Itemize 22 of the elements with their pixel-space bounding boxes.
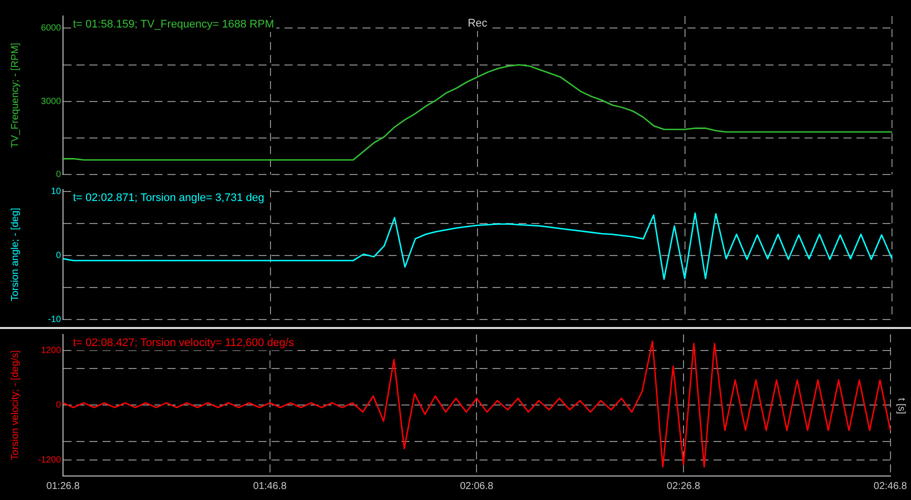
y-tick-label: 0 — [56, 169, 61, 180]
y-tick-label: 6000 — [40, 22, 61, 33]
y-axis-title: TV_Frequency; - [RPM] — [10, 42, 21, 148]
annotation: t= 02:08.427; Torsion velocity= 112,600 deg/s — [73, 336, 294, 349]
y-tick-label: 1200 — [40, 344, 61, 355]
x-tick-label: 02:46.8 — [874, 480, 908, 492]
y-tick-label: -1200 — [38, 454, 61, 464]
y-tick-label: -10 — [48, 314, 61, 324]
y-axis-title: Torsion angle; - [deg] — [10, 208, 21, 302]
y-tick-label: 0 — [56, 250, 61, 260]
x-tick-label: 01:46.8 — [253, 480, 287, 492]
annotation: Rec — [468, 18, 488, 30]
y-tick-label: 3000 — [40, 96, 61, 106]
annotation: t= 01:58.159; TV_Frequency= 1688 RPM — [73, 18, 274, 31]
y-axis-title: Torsion velocity; - [deg/s] — [10, 350, 21, 460]
x-tick-label: 01:26.8 — [46, 480, 80, 492]
x-tick-label: 02:26.8 — [666, 480, 701, 492]
y-tick-label: 10 — [50, 186, 61, 196]
y-tick-label: 0 — [56, 400, 61, 410]
x-tick-label: 02:06.8 — [460, 480, 494, 492]
text: t [s] — [896, 398, 907, 414]
annotation: t= 02:02.871; Torsion angle= 3,731 deg — [73, 192, 264, 204]
